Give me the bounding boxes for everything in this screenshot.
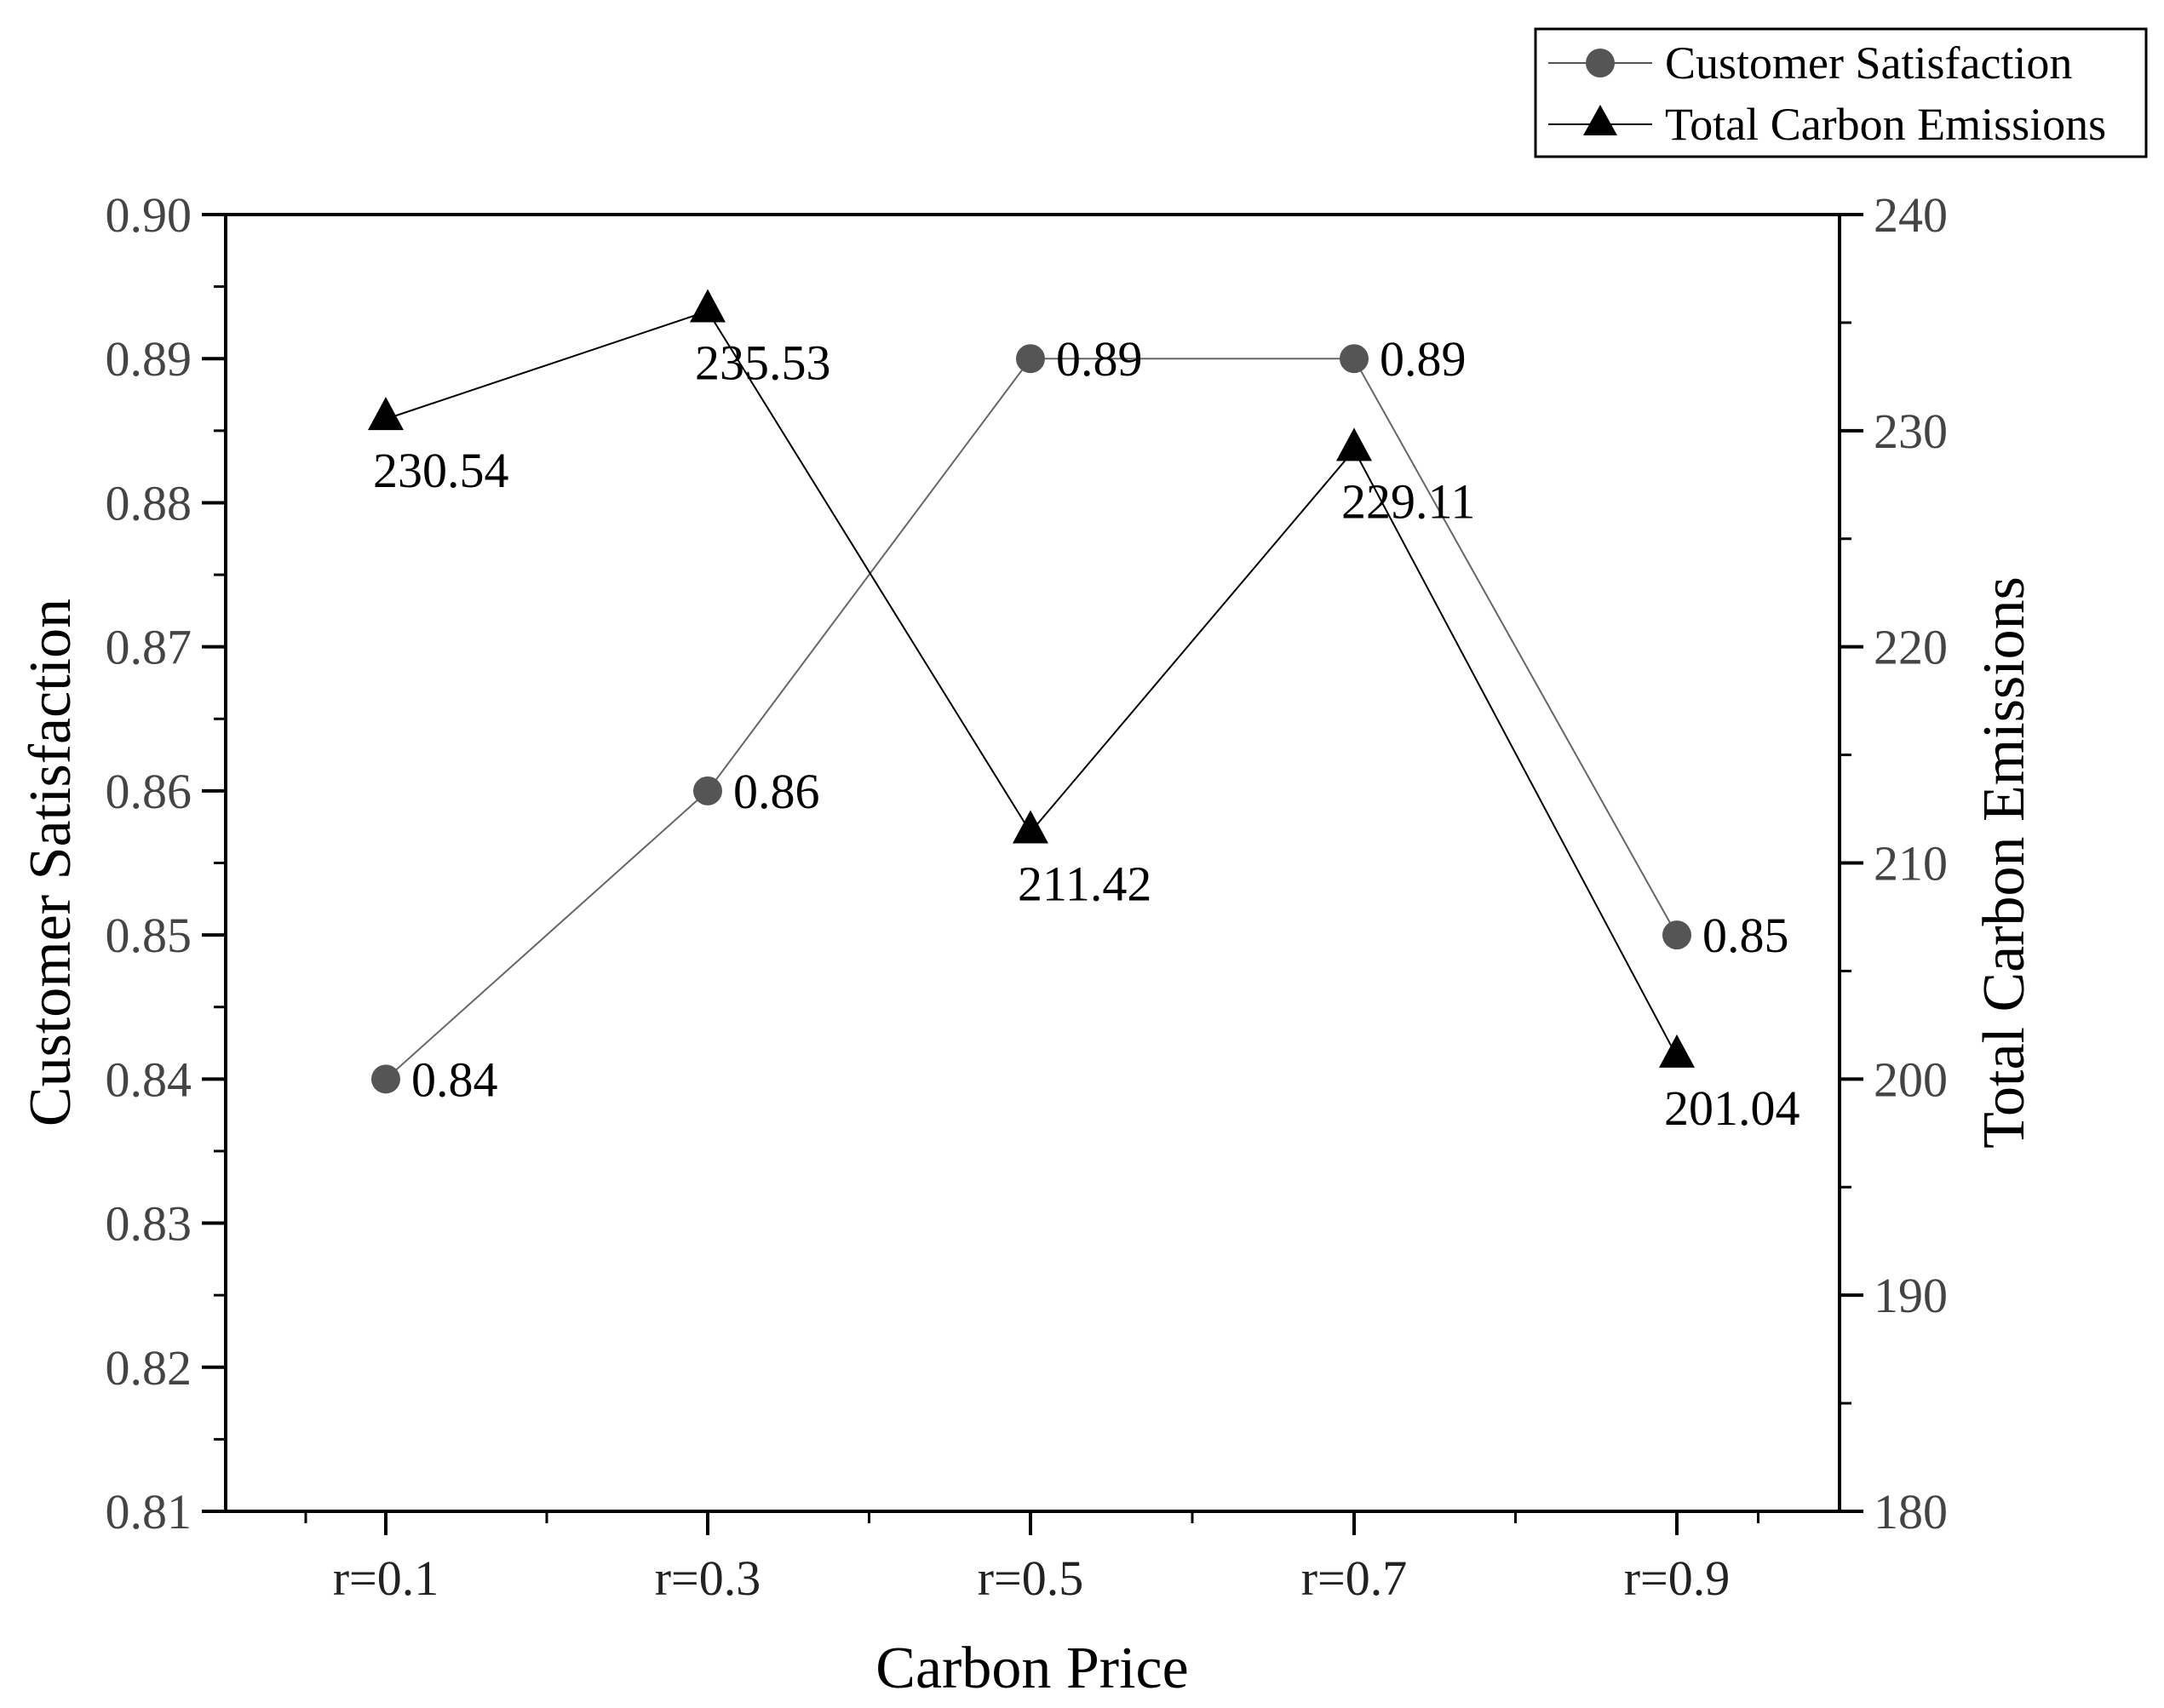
point-total-carbon-emissions: [1013, 810, 1048, 844]
right-tick-label: 220: [1874, 620, 1948, 675]
series-line-total-carbon-emissions: [385, 310, 1678, 1057]
right-tick-label: 190: [1874, 1268, 1948, 1323]
right-tick-label: 210: [1874, 836, 1948, 891]
legend-label-emissions: Total Carbon Emissions: [1665, 99, 2106, 150]
label-customer-satisfaction: 0.89: [1380, 331, 1467, 387]
label-customer-satisfaction: 0.84: [411, 1052, 498, 1107]
legend-marker-satisfaction: [1586, 49, 1615, 77]
x-tick-label: r=0.1: [333, 1550, 439, 1606]
point-total-carbon-emissions: [1659, 1034, 1695, 1068]
left-tick-label: 0.89: [106, 331, 192, 387]
point-customer-satisfaction: [371, 1064, 400, 1094]
series-layer: [368, 289, 1695, 1094]
legend-label-satisfaction: Customer Satisfaction: [1665, 37, 2072, 89]
left-tick-label: 0.88: [106, 475, 192, 530]
label-customer-satisfaction: 0.86: [733, 764, 820, 819]
left-tick-label: 0.87: [106, 620, 192, 675]
left-tick-label: 0.86: [106, 764, 192, 819]
data-labels: 0.84 0.86 0.89 0.89 0.85 230.54 235.53 211.42 22…: [373, 331, 1800, 1136]
x-axis-title: Carbon Price: [875, 1636, 1188, 1701]
label-total-carbon-emissions: 235.53: [695, 335, 831, 390]
label-customer-satisfaction: 0.89: [1056, 331, 1143, 387]
right-tick-label: 180: [1874, 1484, 1948, 1539]
label-total-carbon-emissions: 230.54: [373, 443, 509, 498]
left-tick-label: 0.82: [106, 1340, 192, 1396]
point-total-carbon-emissions: [690, 289, 726, 323]
left-tick-label: 0.81: [106, 1484, 192, 1539]
right-tick-label: 230: [1874, 404, 1948, 459]
left-tick-label: 0.90: [106, 187, 192, 243]
left-tick-label: 0.85: [106, 908, 192, 963]
label-total-carbon-emissions: 211.42: [1018, 856, 1151, 911]
x-tick-label: r=0.7: [1301, 1550, 1408, 1606]
right-tick-label: 240: [1874, 187, 1948, 243]
right-axis-title: Total Carbon Emissions: [1972, 576, 2037, 1149]
label-customer-satisfaction: 0.85: [1702, 908, 1789, 963]
legend-marker-emissions: [1583, 105, 1617, 135]
left-tick-label: 0.84: [106, 1052, 192, 1107]
x-tick-label: r=0.5: [978, 1550, 1084, 1606]
left-axis-title: Customer Satisfaction: [18, 599, 83, 1126]
point-total-carbon-emissions: [368, 397, 404, 431]
series-line-customer-satisfaction: [385, 358, 1678, 1080]
right-tick-label: 200: [1874, 1052, 1948, 1107]
x-tick-label: r=0.9: [1624, 1550, 1731, 1606]
point-customer-satisfaction: [1340, 344, 1369, 374]
left-tick-label: 0.83: [106, 1196, 192, 1252]
x-tick-label: r=0.3: [655, 1550, 761, 1606]
point-total-carbon-emissions: [1336, 427, 1372, 461]
legend: Customer Satisfaction Total Carbon Emiss…: [1534, 27, 2148, 158]
point-customer-satisfaction: [1662, 920, 1691, 950]
point-customer-satisfaction: [1016, 344, 1045, 374]
point-customer-satisfaction: [693, 776, 722, 805]
legend-box: [1534, 27, 2148, 158]
right-axis: 240 230 220 210 200 190 180: [1840, 187, 1948, 1539]
x-axis: r=0.1 r=0.3 r=0.5 r=0.7 r=0.9: [304, 1511, 1759, 1606]
left-axis: 0.90 0.89 0.88 0.87 0.86 0.85 0.84 0.83 0.82 0.81: [106, 187, 226, 1539]
label-total-carbon-emissions: 229.11: [1341, 473, 1475, 529]
label-total-carbon-emissions: 201.04: [1664, 1080, 1800, 1136]
